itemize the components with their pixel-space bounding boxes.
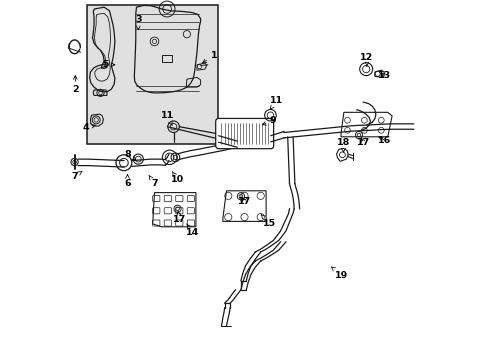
Text: 9: 9 (262, 116, 276, 125)
Text: 15: 15 (261, 215, 276, 228)
Text: 18: 18 (336, 138, 349, 152)
Text: 12: 12 (360, 53, 373, 66)
FancyBboxPatch shape (87, 5, 218, 144)
Text: 13: 13 (378, 71, 391, 80)
Text: 17: 17 (356, 138, 369, 147)
Text: 8: 8 (124, 150, 136, 160)
Text: 7: 7 (71, 171, 82, 181)
Text: 1: 1 (202, 51, 217, 63)
Text: 5: 5 (102, 60, 115, 69)
Text: 6: 6 (124, 175, 131, 188)
Text: 19: 19 (331, 267, 347, 280)
Text: 2: 2 (72, 76, 79, 94)
Text: 7: 7 (148, 175, 158, 188)
Text: 17: 17 (237, 197, 251, 206)
FancyBboxPatch shape (215, 118, 273, 149)
Text: 10: 10 (171, 172, 184, 184)
Text: 16: 16 (378, 136, 391, 145)
Text: 17: 17 (173, 211, 186, 224)
Text: 11: 11 (269, 96, 283, 109)
Text: 3: 3 (135, 15, 141, 30)
Text: 14: 14 (185, 224, 199, 237)
Text: 4: 4 (82, 123, 95, 132)
Text: 11: 11 (160, 111, 173, 125)
